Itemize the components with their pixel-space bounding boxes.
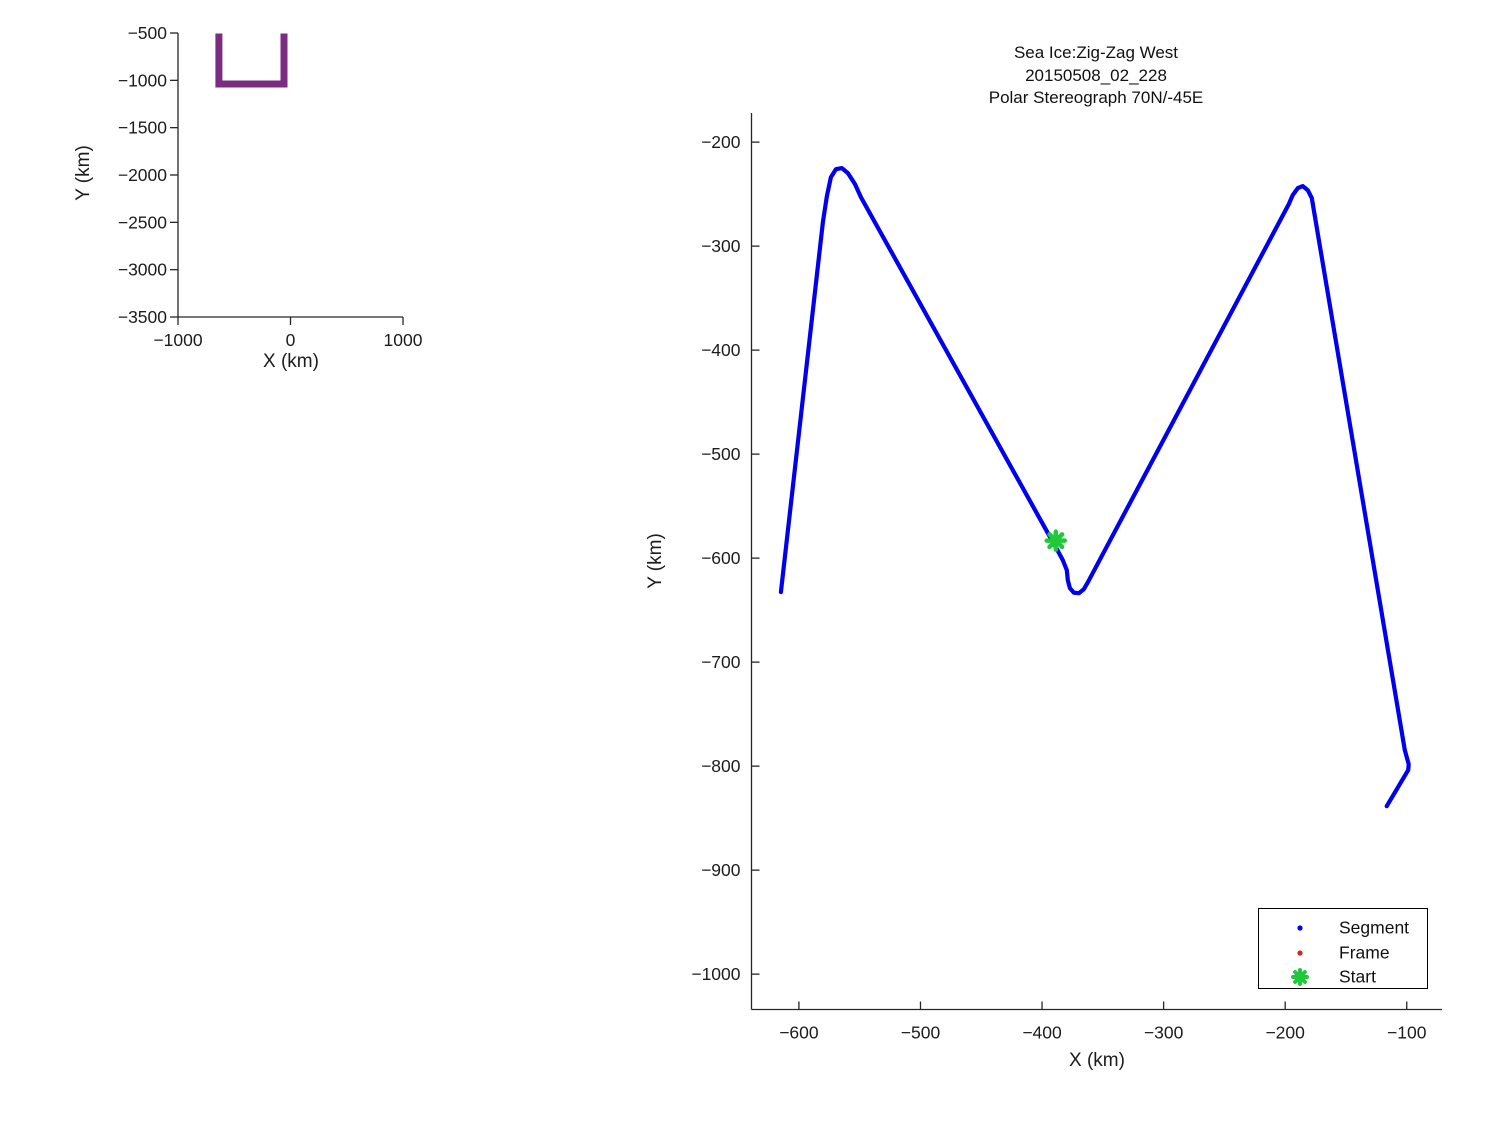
main-x-tick-label: −500 [901,1023,941,1043]
main-y-tick-label: −500 [701,444,741,464]
frame-dot-icon [1297,950,1303,956]
title-line-1: Sea Ice:Zig-Zag West [1013,43,1179,62]
legend-label-frame: Frame [1339,942,1390,963]
main-start-marker-center [1051,536,1061,546]
legend-row-frame: Frame [1259,940,1427,966]
main-y-tick-label: −600 [701,548,741,568]
start-asterisk-center [1296,973,1304,981]
overview-x-tick-label: −1000 [153,330,202,350]
overview-x-tick-label: 1000 [384,330,423,350]
main-y-tick-label: −1000 [691,964,740,984]
overview-y-tick-label: −1000 [118,70,167,90]
main-x-axis-label: X (km) [1069,1050,1125,1071]
main-y-tick-label: −200 [701,132,741,152]
overview-y-tick-label: −3000 [118,260,167,280]
overview-y-tick-label: −3500 [118,307,167,327]
segment-dot [1297,925,1303,931]
title-line-3: Polar Stereograph 70N/-45E [988,88,1204,108]
overview-x-tick-label: 0 [286,330,296,350]
legend-label-segment: Segment [1339,917,1410,938]
main-y-tick-label: −800 [701,756,741,776]
main-x-tick-label: −400 [1022,1023,1062,1043]
overview-y-axis-label: Y (km) [73,145,94,201]
legend-label-start: Start [1339,966,1376,987]
legend: Segment Frame Start [1258,908,1428,989]
overview-y-tick-label: −2000 [118,165,167,185]
main-x-tick-label: −200 [1265,1023,1305,1043]
main-y-tick-label: −300 [701,236,741,256]
main-y-tick-label: −400 [701,340,741,360]
main-x-tick-label: −100 [1387,1023,1427,1043]
main-y-tick-label: −700 [701,652,741,672]
overview-x-axis-label: X (km) [263,351,319,372]
main-plot-title: Sea Ice:Zig-Zag West 20150508_02_228 Pol… [989,42,1204,110]
overview-y-tick-label: −1500 [118,118,167,138]
frame-dot [1297,950,1303,956]
legend-row-segment: Segment [1259,915,1427,941]
overview-track-overview [215,33,288,88]
main-y-tick-label: −900 [701,860,741,880]
main-y-axis-label: Y (km) [645,533,666,589]
main-x-tick-label: −600 [779,1023,819,1043]
overview-y-tick-label: −2500 [118,212,167,232]
main-flight-track [778,166,1411,809]
overview-y-tick-label: −500 [128,23,168,43]
title-line-2: 20150508_02_228 [1025,65,1167,85]
segment-dot-icon [1297,925,1303,931]
start-asterisk-icon [1291,968,1309,986]
main-x-tick-label: −300 [1144,1023,1184,1043]
legend-row-start: Start [1259,964,1427,990]
